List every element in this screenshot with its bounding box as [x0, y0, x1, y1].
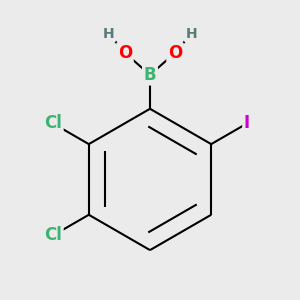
Text: Cl: Cl: [44, 226, 62, 244]
Text: O: O: [168, 44, 182, 62]
Text: B: B: [144, 66, 156, 84]
Text: Cl: Cl: [44, 115, 62, 133]
Text: O: O: [118, 44, 132, 62]
Text: I: I: [244, 115, 250, 133]
Text: H: H: [185, 27, 197, 41]
Text: H: H: [103, 27, 115, 41]
